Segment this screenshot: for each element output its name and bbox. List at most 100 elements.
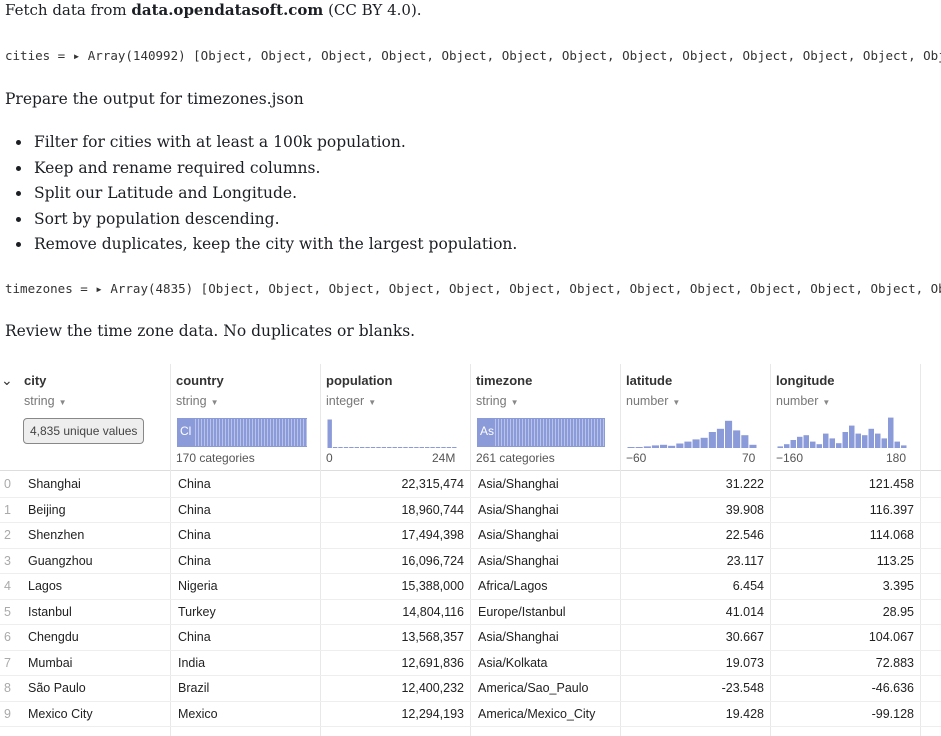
col-latitude-header[interactable]: latitude number ▼ −60 70 xyxy=(622,364,770,470)
table-row[interactable]: 7 Mumbai India 12,691,836 Asia/Kolkata 19.073… xyxy=(0,650,941,676)
latitude-histogram-bar xyxy=(741,435,749,448)
category-segment xyxy=(261,419,262,446)
data-table: ⌄ city string ▼ 4,835 unique values count… xyxy=(0,364,941,736)
latitude-histogram-bar xyxy=(643,446,651,448)
col-city-header[interactable]: city string ▼ 4,835 unique values xyxy=(20,364,170,470)
table-row[interactable]: 2 Shenzhen China 17,494,398 Asia/Shanghai 22.… xyxy=(0,522,941,549)
population-histogram-bar xyxy=(332,447,338,448)
column-divider xyxy=(770,364,771,736)
table-row[interactable]: 9 Mexico City Mexico 12,294,193 America/Mexi… xyxy=(0,701,941,727)
longitude-histogram-bar xyxy=(868,428,874,448)
category-segment xyxy=(243,419,244,446)
longitude-histogram-bar xyxy=(823,433,829,448)
category-segment xyxy=(510,419,511,446)
longitude-histogram-bar xyxy=(790,440,796,448)
prepare-heading: Prepare the output for timezones.json xyxy=(5,90,304,108)
col-type[interactable]: string ▼ xyxy=(176,394,219,408)
population-histogram[interactable] xyxy=(327,416,457,448)
longitude-histogram-bar xyxy=(875,433,881,448)
step-item: Remove duplicates, keep the city with th… xyxy=(32,232,517,258)
table-row[interactable]: 6 Chengdu China 13,568,357 Asia/Shanghai 30.6… xyxy=(0,624,941,651)
caret-down-icon: ▼ xyxy=(822,398,831,407)
latitude-histogram-bar xyxy=(684,441,692,448)
category-segment xyxy=(246,419,247,446)
longitude-histogram-bar xyxy=(894,441,900,448)
latitude-histogram[interactable] xyxy=(627,414,757,448)
category-segment xyxy=(303,419,304,446)
col-name: longitude xyxy=(776,373,835,388)
latitude-histogram-bar xyxy=(700,437,708,448)
longitude-histogram-bar xyxy=(862,435,868,448)
table-row[interactable]: 8 São Paulo Brazil 12,400,232 America/Sao_Pa… xyxy=(0,675,941,702)
population-histogram-bar xyxy=(327,419,332,448)
longitude-histogram-bar xyxy=(855,433,861,448)
unique-values-button[interactable]: 4,835 unique values xyxy=(23,418,145,444)
longitude-histogram-bar xyxy=(888,417,894,448)
step-item: Sort by population descending. xyxy=(32,207,517,233)
latitude-histogram-bar xyxy=(635,447,643,448)
category-segment xyxy=(240,419,241,446)
table-row[interactable]: 1 Beijing China 18,960,744 Asia/Shanghai 39.9… xyxy=(0,497,941,523)
category-segment xyxy=(294,419,295,446)
longitude-histogram-bar xyxy=(784,444,790,448)
col-type[interactable]: integer ▼ xyxy=(326,394,377,408)
population-histogram-bar xyxy=(392,447,397,448)
population-histogram-bar xyxy=(408,447,414,448)
population-histogram-bar xyxy=(338,447,343,448)
longitude-histogram-bar xyxy=(849,425,855,448)
category-segment xyxy=(255,419,256,446)
category-segment xyxy=(564,419,565,446)
latitude-histogram-bar xyxy=(660,444,668,448)
category-segment xyxy=(546,419,547,446)
category-segment xyxy=(267,419,268,446)
population-histogram-bar xyxy=(419,447,424,448)
caret-down-icon: ▼ xyxy=(58,398,67,407)
category-segment xyxy=(210,419,211,446)
longitude-histogram[interactable] xyxy=(777,414,907,448)
category-segment xyxy=(549,419,550,446)
category-segment xyxy=(285,419,286,446)
col-timezone-header[interactable]: timezone string ▼ As 261 categories xyxy=(472,364,620,470)
col-country-header[interactable]: country string ▼ Cl 170 categories xyxy=(172,364,320,470)
longitude-histogram-bar xyxy=(803,435,809,448)
category-segment xyxy=(306,419,307,446)
category-segment xyxy=(270,419,271,446)
cities-output[interactable]: cities = ▸ Array(140992) [Object, Object… xyxy=(5,48,941,63)
category-bar[interactable]: Cl xyxy=(177,418,307,447)
category-segment xyxy=(291,419,292,446)
timezones-output[interactable]: timezones = ▸ Array(4835) [Object, Objec… xyxy=(5,281,941,296)
column-divider xyxy=(470,364,471,736)
table-row[interactable]: 3 Guangzhou China 16,096,724 Asia/Shanghai 23… xyxy=(0,548,941,574)
col-population-header[interactable]: population integer ▼ 0 24M xyxy=(322,364,470,470)
longitude-histogram-bar xyxy=(816,444,822,448)
longitude-histogram-bar xyxy=(797,436,803,448)
col-type[interactable]: string ▼ xyxy=(476,394,519,408)
population-histogram-bar xyxy=(349,447,354,448)
col-name: population xyxy=(326,373,393,388)
col-type[interactable]: number ▼ xyxy=(776,394,831,408)
table-row[interactable]: 4 Lagos Nigeria 15,388,000 Africa/Lagos 6.454… xyxy=(0,573,941,600)
col-type[interactable]: string ▼ xyxy=(24,394,67,408)
category-segment xyxy=(516,419,517,446)
table-row[interactable]: 5 Istanbul Turkey 14,804,116 Europe/Istanbul… xyxy=(0,599,941,625)
fetch-prefix: Fetch data from xyxy=(5,1,132,19)
table-row[interactable]: 0 Shanghai China 22,315,474 Asia/Shanghai 31.… xyxy=(0,471,941,498)
category-segment xyxy=(501,419,502,446)
population-histogram-bar xyxy=(435,447,441,448)
latitude-histogram-bar xyxy=(627,447,635,448)
category-segment xyxy=(495,419,496,446)
axis-min: 0 xyxy=(326,451,333,465)
category-bar[interactable]: As xyxy=(477,418,605,447)
chevron-down-icon[interactable]: ⌄ xyxy=(1,372,13,388)
category-segment xyxy=(531,419,532,446)
category-segment xyxy=(570,419,571,446)
category-segment xyxy=(219,419,220,446)
population-histogram-bar xyxy=(430,447,435,448)
category-segment xyxy=(207,419,208,446)
category-segment xyxy=(288,419,289,446)
column-divider xyxy=(620,364,621,736)
col-type[interactable]: number ▼ xyxy=(626,394,681,408)
latitude-histogram-bar xyxy=(668,445,676,448)
col-longitude-header[interactable]: longitude number ▼ −160 180 xyxy=(772,364,920,470)
category-segment xyxy=(579,419,580,446)
